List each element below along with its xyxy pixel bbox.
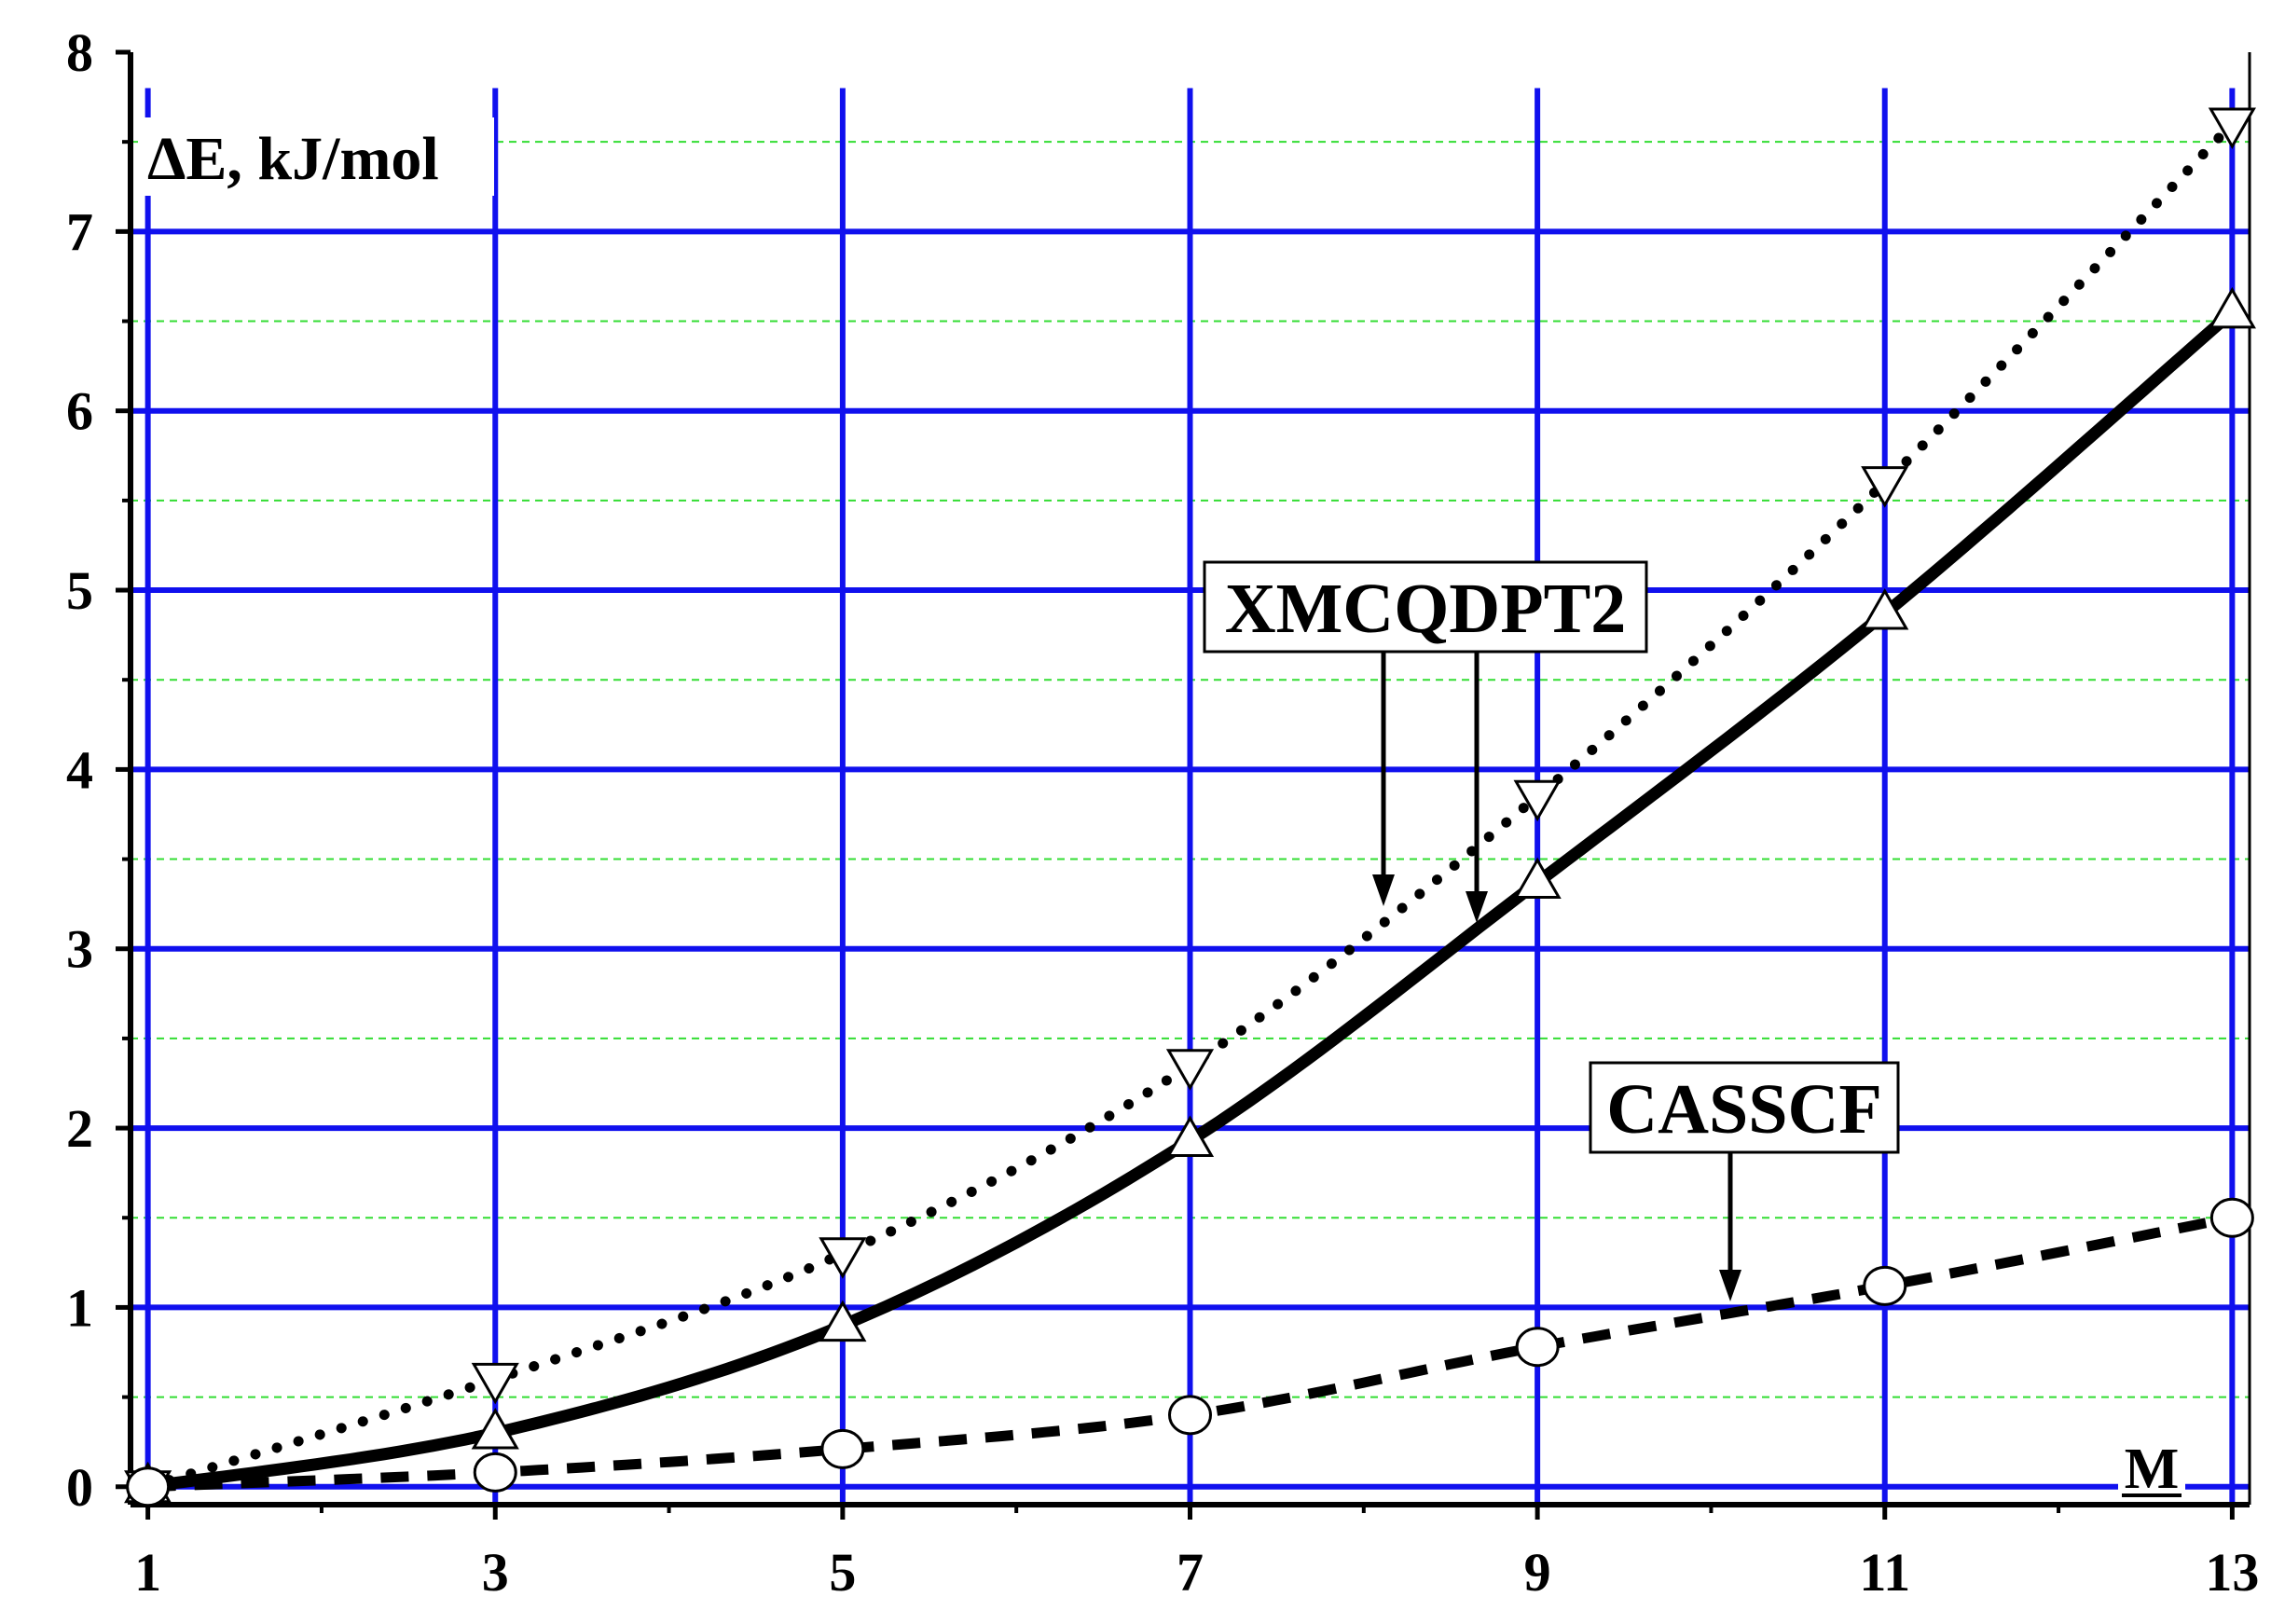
data-point-circle [820, 1428, 865, 1469]
casscf-arrow-head [1719, 1270, 1741, 1301]
xmcqdpt2-arrow-2-head [1466, 891, 1488, 923]
x-tick-label: 11 [1859, 1542, 1910, 1603]
data-point-circle [1863, 1265, 1907, 1306]
data-point-triangle-up [471, 1408, 519, 1450]
ylabel-background [142, 117, 494, 196]
data-point-circle [2209, 1197, 2254, 1238]
x-tick-label: 9 [1524, 1542, 1551, 1603]
y-tick-label: 7 [66, 201, 93, 262]
casscf-callout-label: CASSCF [1606, 1070, 1882, 1149]
y-tick-label: 1 [66, 1277, 93, 1338]
x-tick-label: 13 [2205, 1542, 2259, 1603]
y-tick-label: 3 [66, 919, 93, 980]
data-point-triangle-up [819, 1300, 867, 1342]
y-axis-label: ΔE, kJ/mol [147, 125, 439, 193]
xmcqdpt2-callout-label: XMCQDPT2 [1225, 570, 1627, 648]
y-tick-label: 4 [66, 739, 93, 800]
y-tick-label: 8 [66, 22, 93, 83]
xmcqdpt2-arrow-1-head [1372, 874, 1395, 906]
data-point-triangle-up [1861, 588, 1909, 630]
y-tick-label: 6 [66, 381, 93, 442]
data-point-triangle-down [1513, 779, 1562, 822]
x-tick-label: 1 [134, 1542, 161, 1603]
x-tick-label: 3 [482, 1542, 509, 1603]
xlabel-background [2118, 1439, 2185, 1501]
data-point-triangle-down [819, 1237, 867, 1279]
data-point-triangle-up [2208, 286, 2256, 329]
casscf-callout-box [1589, 1061, 1900, 1154]
data-point-triangle-up [1513, 857, 1562, 900]
data-point-circle [126, 1466, 171, 1507]
data-point-circle [473, 1452, 517, 1493]
y-tick-label: 0 [66, 1457, 93, 1518]
data-point-triangle-down [471, 1362, 519, 1405]
labels: XMCQDPT2 CASSCF ΔE, kJ/mol M [142, 117, 2185, 1501]
x-tick-label: 5 [829, 1542, 856, 1603]
x-tick-label: 7 [1177, 1542, 1204, 1603]
y-tick-label: 5 [66, 560, 93, 621]
data-point-circle [1168, 1395, 1212, 1436]
data-point-triangle-down [1861, 466, 1909, 508]
series [124, 107, 2256, 1512]
data-point-triangle-down [2208, 107, 2256, 149]
data-point-triangle-down [1165, 1049, 1215, 1091]
grid [131, 88, 2250, 1505]
x-axis-label: M [2125, 1438, 2180, 1501]
xmcqdpt2-callout-box [1203, 560, 1648, 654]
y-tick-label: 2 [66, 1098, 93, 1159]
data-point-circle [1515, 1327, 1560, 1368]
data-point-triangle-up [1165, 1115, 1215, 1158]
